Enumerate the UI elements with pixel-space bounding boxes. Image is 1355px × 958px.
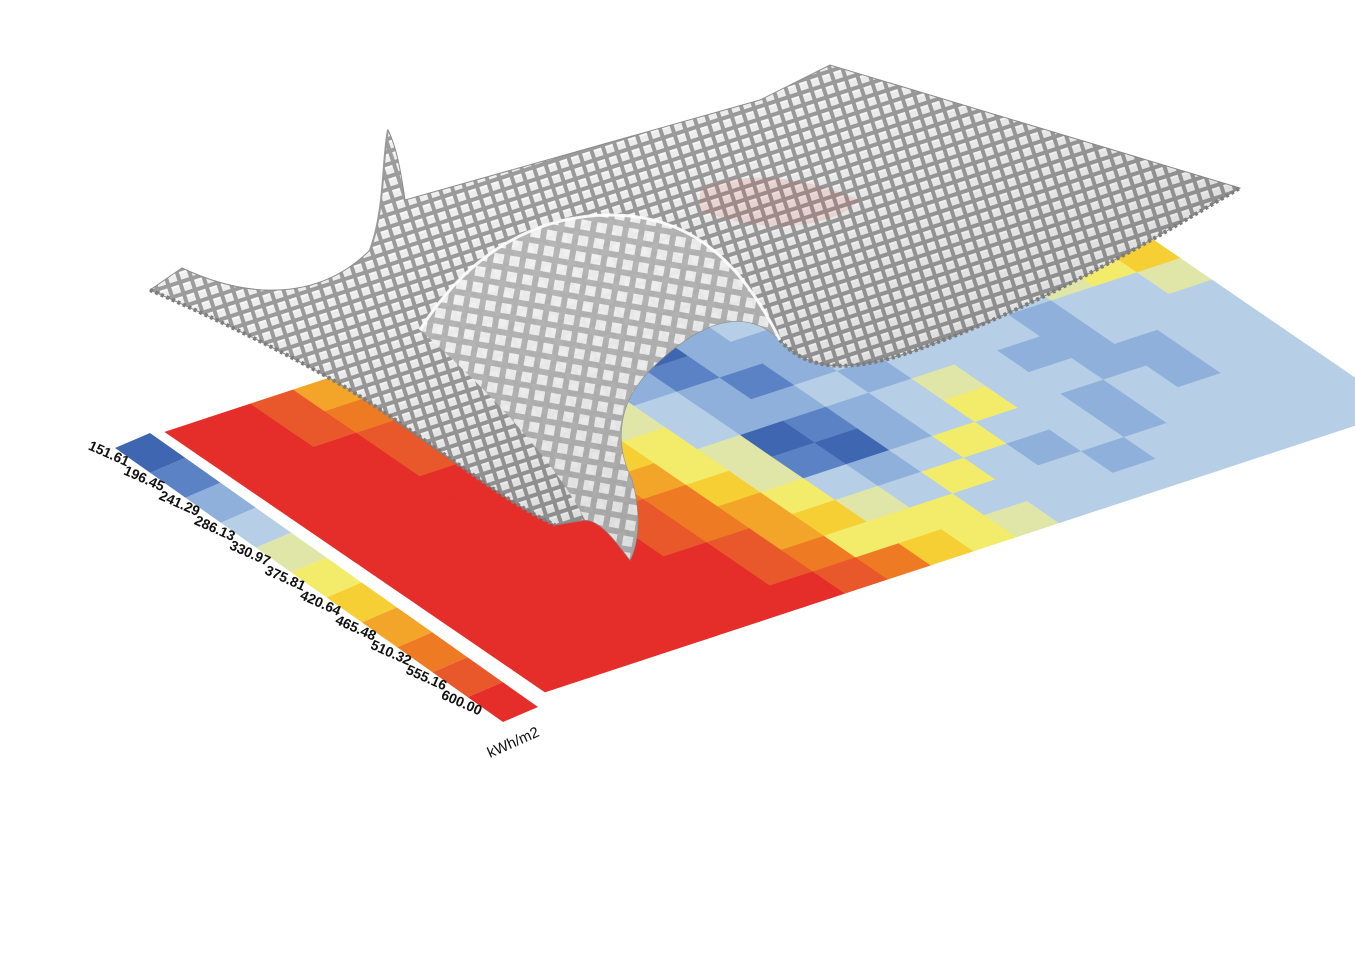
legend-swatch <box>397 632 468 673</box>
legend-swatch <box>467 682 538 722</box>
heatmap-cell <box>1283 402 1355 439</box>
waffle-shell-roof <box>148 64 1242 561</box>
legend-unit-label: kWh/m2 <box>485 724 542 762</box>
legend-swatch <box>361 607 433 648</box>
heatmap-cell <box>1295 366 1355 403</box>
legend-value-label: 151.61 <box>86 437 132 469</box>
heatmap-cell <box>1326 393 1355 422</box>
legend-swatch <box>256 532 327 573</box>
legend-swatch <box>185 482 256 523</box>
color-legend: 151.61196.45241.29286.13330.97375.81420.… <box>86 433 538 722</box>
legend-swatch <box>291 557 362 598</box>
legend-swatch <box>220 507 292 548</box>
legend-swatch <box>326 582 397 623</box>
legend-swatch <box>150 457 221 498</box>
legend-swatch <box>115 433 186 473</box>
legend-swatch <box>432 657 503 698</box>
